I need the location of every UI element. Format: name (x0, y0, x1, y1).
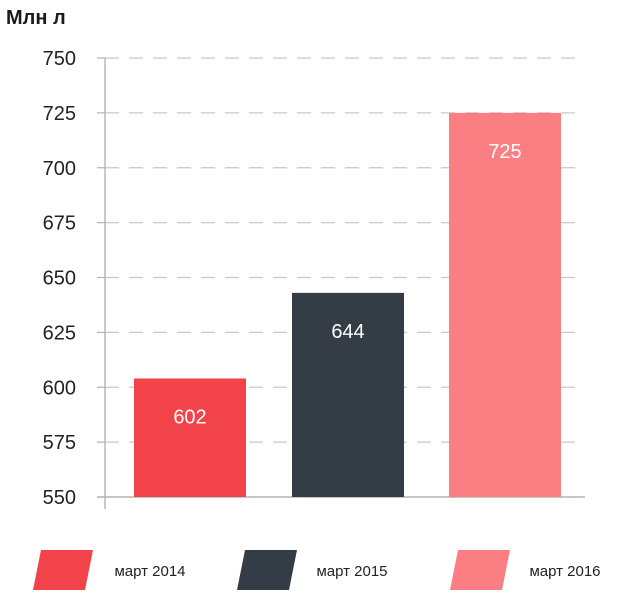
y-tick-label: 575 (43, 432, 76, 454)
bar-3 (449, 112, 561, 497)
legend: март 2014 март 2015 март 2016 (33, 550, 601, 590)
y-tick-label: 550 (43, 487, 76, 509)
y-tick-label: 725 (43, 103, 76, 125)
legend-label-3: март 2016 (529, 563, 600, 580)
y-tick-label: 750 (43, 48, 76, 70)
y-tick-label: 650 (43, 268, 76, 290)
y-tick-label: 700 (43, 158, 76, 180)
legend-swatch-1 (33, 550, 93, 590)
legend-swatch-3 (450, 550, 510, 590)
bar-value-label: 725 (488, 141, 521, 163)
legend-label-2: март 2015 (316, 563, 387, 580)
bar-value-label: 644 (331, 321, 364, 343)
bar-value-label: 602 (173, 406, 206, 428)
legend-label-1: март 2014 (114, 563, 185, 580)
y-axis-title: Млн л (6, 7, 66, 29)
y-tick-label: 675 (43, 213, 76, 235)
legend-swatch-2 (237, 550, 297, 590)
y-tick-label: 600 (43, 377, 76, 399)
bar-2 (292, 292, 404, 497)
bar-1 (134, 378, 246, 497)
y-tick-label: 625 (43, 322, 76, 344)
bars: 602 644 725 (134, 112, 561, 497)
